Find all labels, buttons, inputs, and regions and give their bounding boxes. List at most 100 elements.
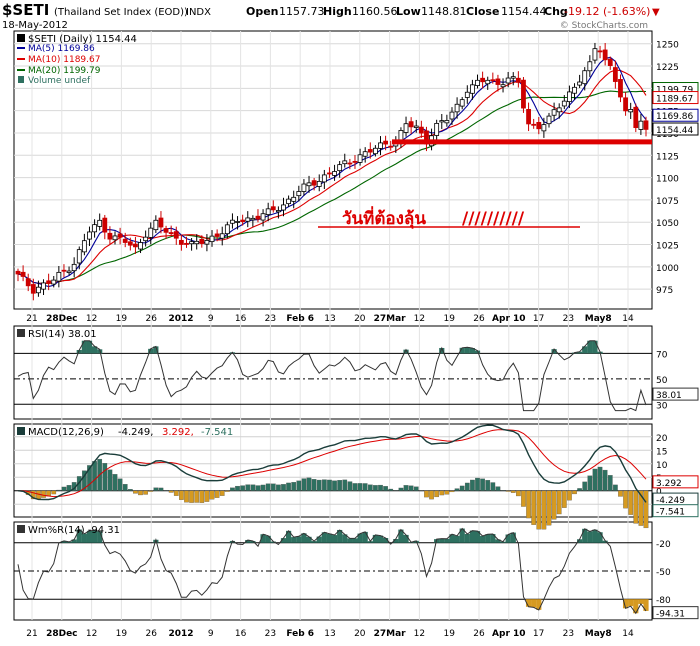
macd-histogram-bar — [276, 485, 280, 491]
candle-body — [174, 232, 178, 239]
macd-histogram-bar — [271, 484, 275, 491]
macd-histogram-bar — [445, 491, 449, 495]
candle-body — [470, 85, 474, 93]
macd-histogram-bar — [465, 483, 469, 491]
wr-overbought-fill — [291, 537, 296, 543]
candle-body — [562, 101, 566, 106]
candle-body — [521, 80, 525, 108]
candle-body — [476, 80, 480, 85]
annotation-text: วันที่ต้องลุ้น — [342, 206, 426, 229]
candle-body — [634, 107, 638, 127]
macd-hist-value: -7.541 — [201, 427, 233, 438]
macd-histogram-bar — [128, 489, 132, 490]
price-tick-label: 1050 — [656, 219, 679, 229]
macd-histogram-bar — [613, 485, 617, 491]
wr-overbought-fill — [480, 536, 485, 543]
x-axis-label-top: 12 — [414, 314, 425, 324]
candle-body — [419, 127, 423, 133]
candle-body — [21, 272, 25, 276]
watermark: © StockCharts.com — [560, 21, 648, 31]
rsi-tick-label: 50 — [656, 376, 668, 386]
wr-overbought-fill — [327, 534, 332, 543]
macd-histogram-bar — [210, 491, 214, 500]
rsi-tick-label: 70 — [656, 350, 668, 360]
wr-overbought-fill — [506, 535, 511, 543]
macd-histogram-bar — [337, 480, 341, 491]
rsi-overbought-fill — [582, 346, 587, 353]
wr-overbought-fill — [485, 534, 490, 543]
macd-histogram-bar — [531, 491, 535, 525]
candle-body — [210, 236, 214, 241]
signal-tag: 3.292 — [656, 479, 682, 489]
annotation-slashes: ////////// — [462, 209, 525, 229]
macd-histogram-bar — [159, 488, 163, 491]
macd-histogram-bar — [572, 491, 576, 494]
macd-histogram-bar — [537, 491, 541, 529]
macd-histogram-bar — [598, 467, 602, 491]
macd-histogram-bar — [297, 481, 301, 491]
candle-body — [629, 109, 633, 111]
macd-histogram-bar — [526, 491, 530, 518]
exchange-label: INDX — [186, 7, 211, 18]
macd-histogram-bar — [353, 483, 357, 490]
macd-histogram-bar — [52, 491, 56, 494]
macd-histogram-bar — [332, 481, 336, 491]
price-tick-label: 1025 — [656, 242, 679, 252]
macd-histogram-bar — [205, 491, 209, 502]
wr-tag: -94.31 — [656, 610, 685, 620]
rsi-panel-frame — [14, 326, 652, 419]
x-axis-label-bottom: 2012 — [168, 629, 193, 639]
macd-histogram-bar — [220, 491, 224, 496]
x-axis-label-top: 27Mar — [374, 314, 407, 324]
candle-body — [404, 124, 408, 133]
macd-histogram-bar — [118, 479, 122, 491]
wr-overbought-fill — [454, 536, 459, 543]
candle-body — [578, 82, 582, 85]
x-axis-label-top: 19 — [116, 314, 128, 324]
macd-histogram-bar — [169, 491, 173, 493]
candle-body — [573, 87, 577, 93]
x-axis-label-bottom: 16 — [235, 629, 247, 639]
x-axis-label-bottom: 19 — [443, 629, 455, 639]
macd-histogram-bar — [174, 491, 178, 496]
candle-body — [583, 71, 587, 84]
x-axis-label-top: 2012 — [168, 314, 193, 324]
macd-histogram-bar — [292, 482, 296, 490]
wr-overbought-fill — [582, 529, 587, 543]
candle-body — [36, 287, 40, 293]
candle-body — [144, 237, 148, 241]
price-tick-label: 1100 — [656, 175, 679, 185]
macd-histogram-bar — [399, 488, 403, 491]
price-tick-label: 1125 — [656, 152, 679, 162]
macd-histogram-bar — [644, 491, 648, 528]
macd-histogram-bar — [623, 491, 627, 508]
macd-histogram-bar — [189, 491, 193, 503]
candle-body — [67, 271, 71, 273]
candle-body — [154, 220, 158, 229]
candle-body — [353, 161, 357, 162]
candle-body — [511, 77, 515, 78]
macd-histogram-bar — [215, 491, 219, 498]
macd-histogram-bar — [62, 487, 66, 491]
macd-histogram-bar — [588, 476, 592, 491]
wr-oversold-fill — [531, 599, 536, 607]
x-axis-label-bottom: 23 — [563, 629, 574, 639]
candle-body — [113, 236, 117, 240]
candle-body — [159, 218, 163, 227]
rsi-overbought-fill — [465, 347, 470, 353]
wr-legend-swatch — [17, 525, 25, 533]
macd-histogram-bar — [123, 484, 127, 491]
macd-tick-label: 20 — [656, 434, 668, 444]
x-axis-label-top: 17 — [533, 314, 544, 324]
x-axis-label-top: 19 — [443, 314, 455, 324]
candle-body — [593, 49, 597, 60]
wr-overbought-fill — [306, 537, 311, 543]
wr-overbought-fill — [332, 535, 337, 543]
macd-histogram-bar — [557, 491, 561, 514]
rsi-overbought-fill — [82, 341, 87, 354]
macd-histogram-bar — [603, 470, 607, 491]
candle-body — [281, 205, 285, 210]
wr-overbought-fill — [597, 532, 602, 543]
candle-body — [276, 210, 280, 211]
x-axis-label-bottom: 9 — [208, 629, 214, 639]
